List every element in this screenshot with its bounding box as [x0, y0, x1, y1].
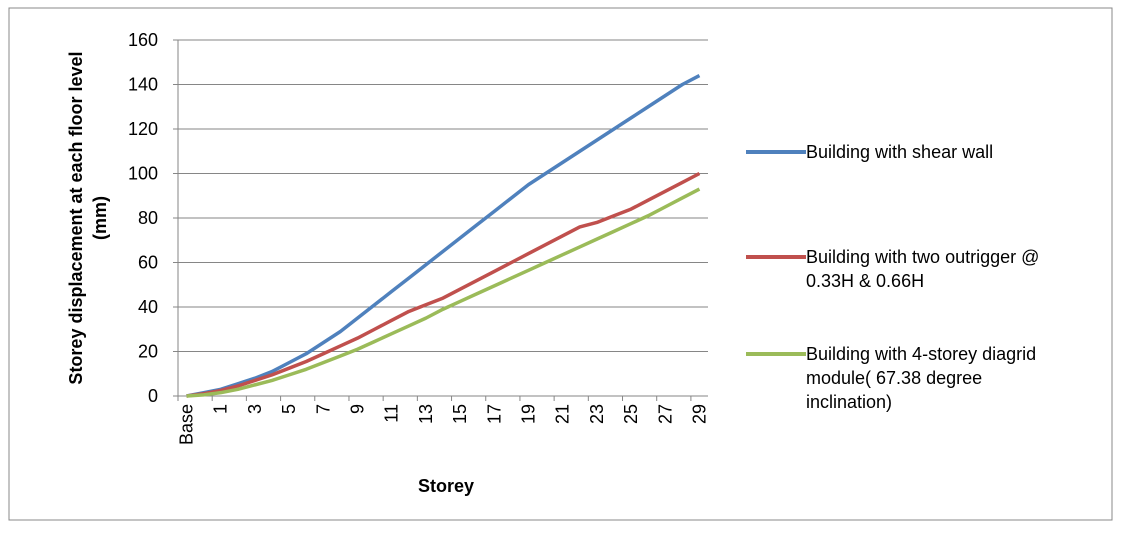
x-tick-label: 9 — [348, 404, 368, 414]
y-tick-label: 80 — [138, 208, 158, 228]
series-line — [186, 187, 701, 398]
chart-border — [8, 7, 1113, 521]
x-tick-label: 19 — [518, 404, 538, 424]
legend-swatch — [746, 352, 806, 356]
x-tick-label: 3 — [245, 404, 265, 414]
y-tick-label: 120 — [128, 119, 158, 139]
series-line — [186, 171, 701, 398]
legend-item: Building with two outrigger @ 0.33H & 0.… — [746, 245, 1046, 293]
legend-swatch — [746, 255, 806, 259]
x-tick-label: 15 — [450, 404, 470, 424]
x-tick-label: 17 — [484, 404, 504, 424]
y-tick-label: 0 — [148, 386, 158, 406]
y-tick-label: 20 — [138, 342, 158, 362]
y-tick-label: 40 — [138, 297, 158, 317]
legend-item: Building with 4-storey diagrid module( 6… — [746, 342, 1046, 414]
legend-item: Building with shear wall — [746, 140, 1046, 164]
legend-swatch — [746, 150, 806, 154]
x-tick-label: 25 — [621, 404, 641, 424]
y-tick-label: 100 — [128, 164, 158, 184]
x-tick-label: 27 — [655, 404, 675, 424]
x-tick-label: 11 — [382, 404, 402, 423]
x-axis-title: Storey — [418, 476, 474, 496]
x-tick-label: 5 — [279, 404, 299, 414]
y-tick-label: 160 — [128, 30, 158, 50]
x-tick-label: 29 — [689, 404, 709, 424]
x-tick-label: 21 — [553, 404, 573, 424]
y-tick-label: 140 — [128, 75, 158, 95]
x-tick-label: 7 — [313, 404, 333, 414]
x-tick-label: 13 — [416, 404, 436, 424]
y-tick-label: 60 — [138, 253, 158, 273]
series-line — [186, 74, 701, 398]
y-axis-title: Storey displacement at each floor level … — [66, 51, 110, 385]
legend-label: Building with 4-storey diagrid module( 6… — [806, 344, 1037, 412]
x-tick-label: 23 — [587, 404, 607, 424]
x-tick-label: 1 — [211, 404, 231, 414]
x-tick-label: Base — [177, 404, 197, 445]
legend-label: Building with two outrigger @ 0.33H & 0.… — [806, 247, 1040, 291]
legend-label: Building with shear wall — [806, 142, 994, 162]
